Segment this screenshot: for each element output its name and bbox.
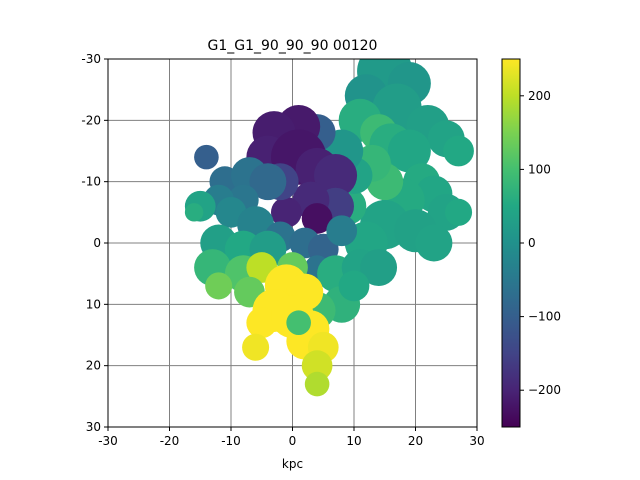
velocity-cell <box>360 249 398 286</box>
y-tick-label: 0 <box>93 236 101 250</box>
x-axis-label: kpc <box>282 457 303 471</box>
velocity-cell <box>249 163 287 201</box>
velocity-cell <box>387 129 431 173</box>
colorbar-ticks: 200 100 0 −100 −200 <box>520 89 561 397</box>
x-tick-label: -10 <box>221 434 241 448</box>
chart-title: G1_G1_90_90_90 00120 <box>208 38 378 54</box>
y-tick-label: -30 <box>81 52 101 66</box>
x-tick-label: -30 <box>98 434 118 448</box>
velocity-map <box>184 59 474 397</box>
colorbar-tick-label: −100 <box>528 310 561 324</box>
y-tick-label: 30 <box>86 420 101 434</box>
colorbar <box>501 58 521 428</box>
colorbar-tick-label: 100 <box>528 162 551 176</box>
y-tick-label: 10 <box>86 297 101 311</box>
velocity-cell <box>415 224 453 262</box>
velocity-cell <box>286 310 311 336</box>
velocity-cell <box>443 135 474 167</box>
x-tick-label: 30 <box>469 434 484 448</box>
velocity-cell <box>270 196 302 228</box>
y-tick-label: -10 <box>81 175 101 189</box>
velocity-cell <box>184 203 204 222</box>
x-tick-label: 10 <box>346 434 361 448</box>
velocity-cell <box>301 203 333 234</box>
x-axis-ticks: -30 -20 -10 0 10 20 30 <box>98 427 485 448</box>
velocity-cell <box>314 154 358 198</box>
velocity-cell <box>194 144 219 170</box>
velocity-cell <box>242 333 270 361</box>
colorbar-tick-label: −200 <box>528 383 561 397</box>
velocity-cell <box>301 350 333 382</box>
velocity-cell <box>246 307 278 339</box>
colorbar-tick-label: 0 <box>528 236 536 250</box>
velocity-cell <box>338 270 370 302</box>
y-axis-ticks: -30 -20 -10 0 10 20 30 <box>81 52 108 434</box>
colorbar-tick-label: 200 <box>528 89 551 103</box>
y-tick-label: 20 <box>86 359 101 373</box>
y-tick-label: -20 <box>81 113 101 127</box>
x-tick-label: 0 <box>289 434 297 448</box>
velocity-cell <box>326 215 358 247</box>
velocity-cell <box>445 198 473 226</box>
x-tick-label: 20 <box>408 434 423 448</box>
x-tick-label: -20 <box>160 434 180 448</box>
velocity-cell <box>205 272 233 300</box>
velocity-cell <box>304 371 330 397</box>
